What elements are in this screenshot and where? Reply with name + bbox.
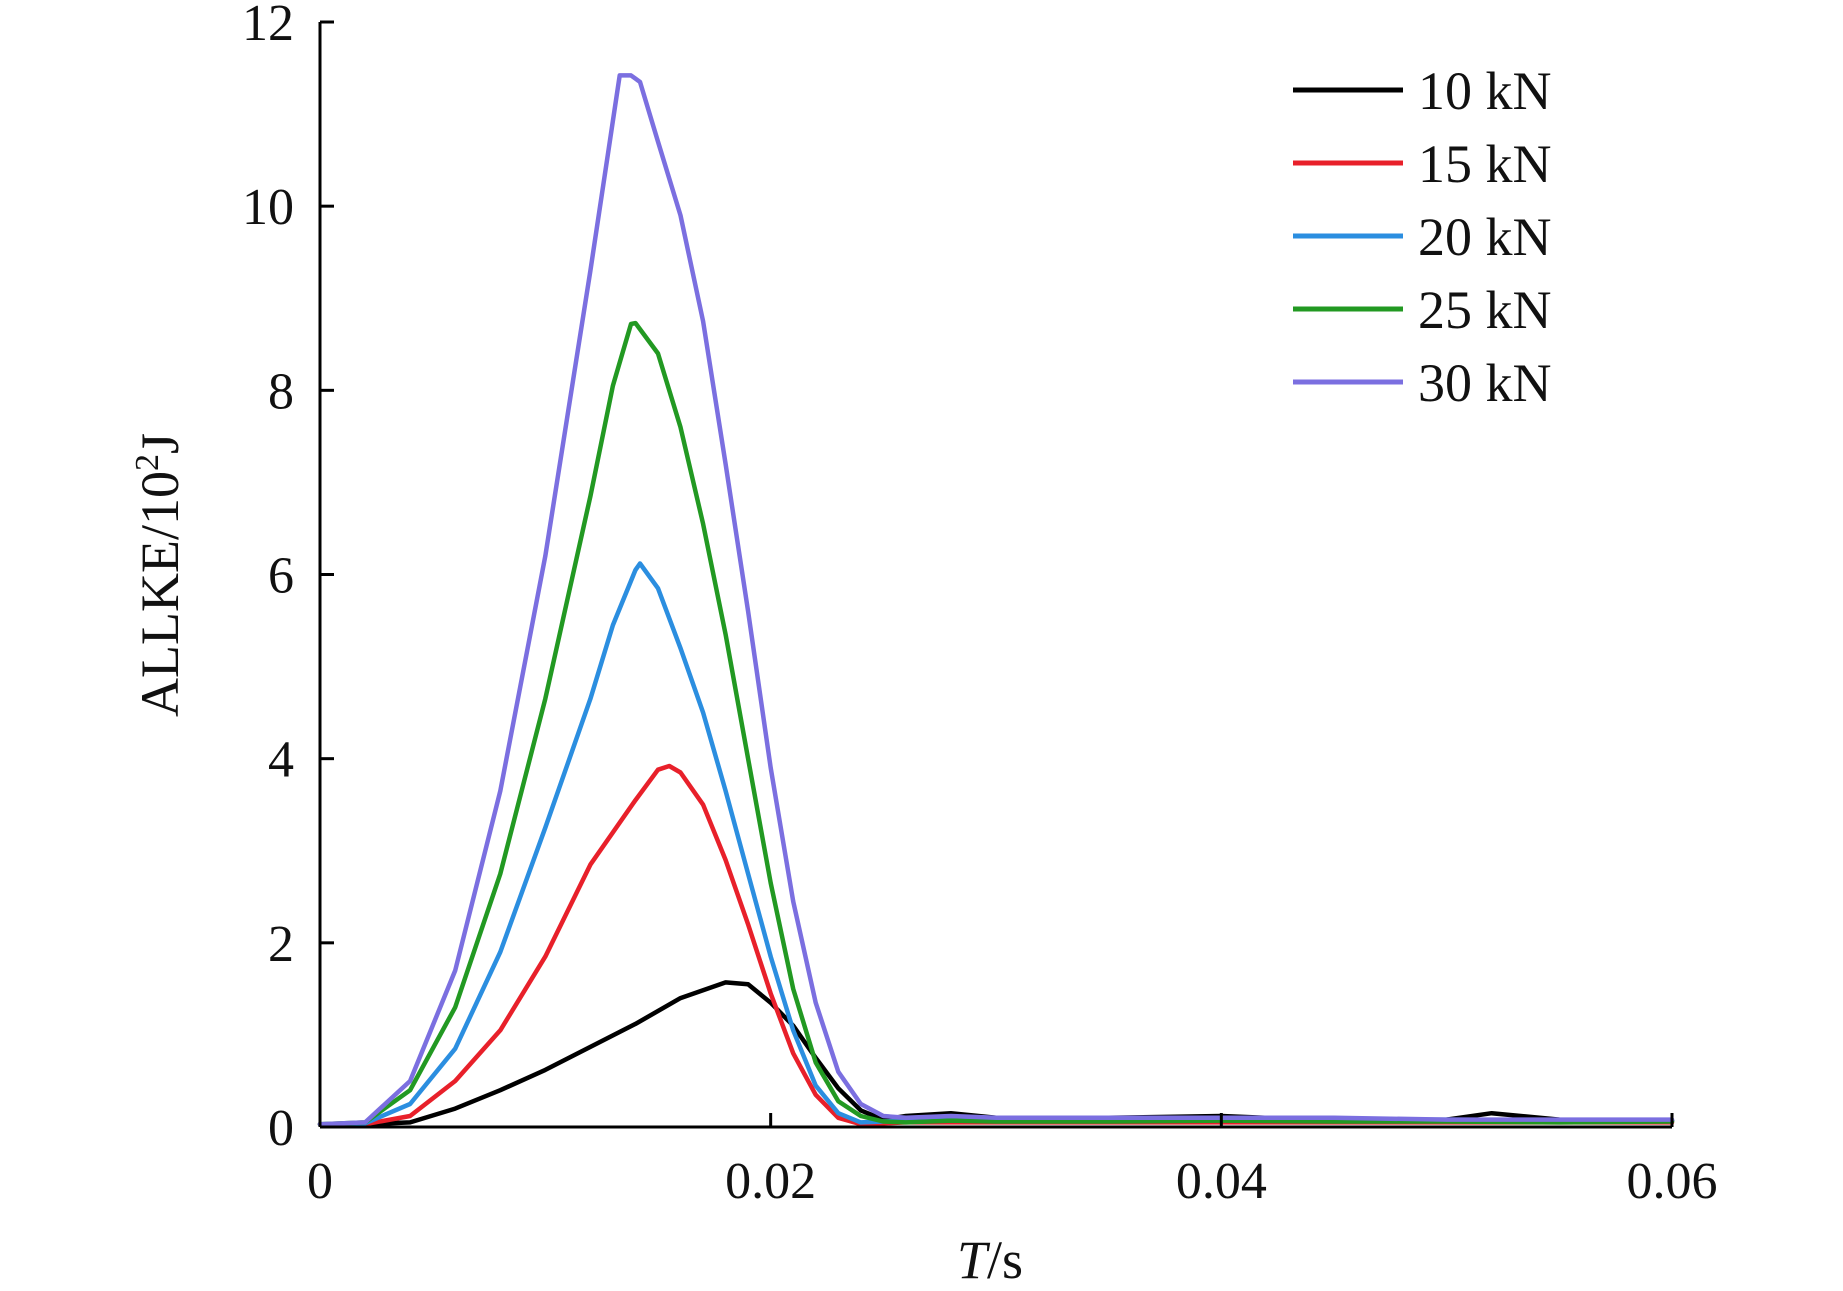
y-tick-label: 12 — [242, 0, 294, 52]
series-line-1 — [317, 763, 1675, 1127]
legend-label: 25 kN — [1418, 280, 1552, 340]
series-line-3 — [317, 320, 1675, 1127]
y-tick-label: 0 — [268, 1100, 294, 1157]
y-axis-title: ALLKE/102J — [129, 433, 190, 717]
x-tick-label: 0.06 — [1627, 1153, 1718, 1210]
legend: 10 kN 15 kN 20 kN 25 kN 30 kN — [1293, 61, 1552, 413]
y-tick-label: 10 — [242, 179, 294, 236]
series-line-4 — [317, 73, 1675, 1127]
series-line-2 — [317, 561, 1675, 1127]
y-axis-title-unit: J — [130, 433, 190, 454]
legend-label: 20 kN — [1418, 207, 1552, 267]
legend-label: 10 kN — [1418, 61, 1552, 121]
y-axis-ticks: 0 2 4 6 8 10 12 — [242, 0, 334, 1157]
y-tick-label: 4 — [268, 732, 294, 789]
series-line-0 — [317, 980, 1675, 1127]
x-tick-label: 0.02 — [725, 1153, 816, 1210]
y-axis-title-main: ALLKE/10 — [130, 471, 190, 717]
x-tick-label: 0.04 — [1176, 1153, 1267, 1210]
y-axis-title-superscript: 2 — [129, 454, 166, 471]
y-tick-label: 8 — [268, 363, 294, 420]
x-axis-title: T/s — [957, 1230, 1023, 1290]
y-tick-label: 2 — [268, 916, 294, 973]
series-layer — [317, 73, 1675, 1127]
x-axis-ticks: 0 0.02 0.04 0.06 — [307, 1113, 1718, 1210]
x-axis-title-variable: T — [957, 1230, 991, 1290]
legend-label: 30 kN — [1418, 353, 1552, 413]
y-tick-label: 6 — [268, 548, 294, 605]
x-tick-label: 0 — [307, 1153, 333, 1210]
x-axis-title-unit: /s — [987, 1230, 1023, 1290]
legend-label: 15 kN — [1418, 134, 1552, 194]
